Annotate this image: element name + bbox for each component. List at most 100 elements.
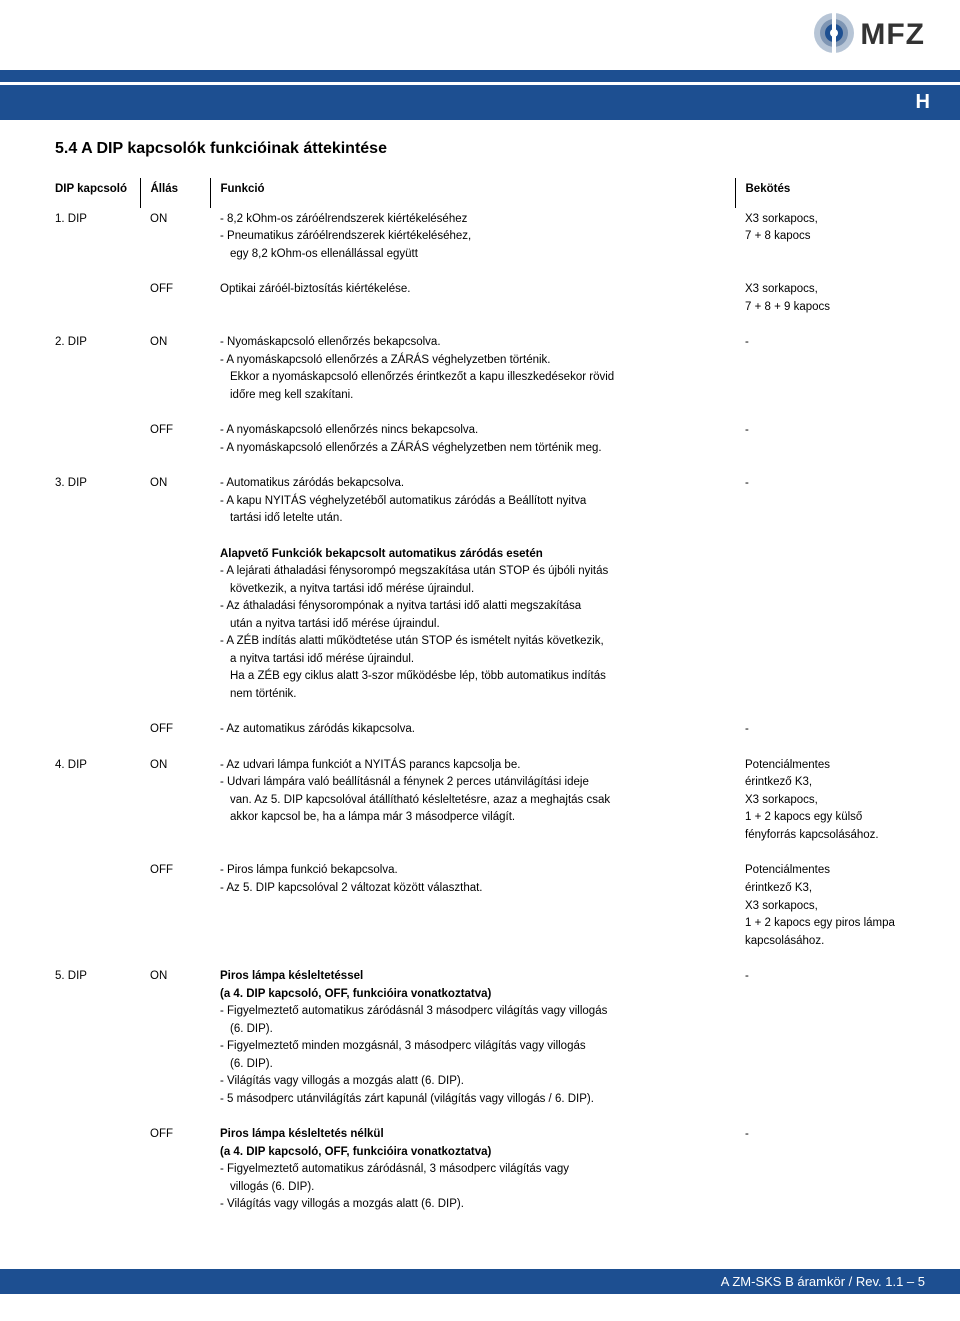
brand-logo-icon (813, 12, 855, 57)
dip-table: DIP kapcsoló Állás Funkció Bekötés 1. DI… (55, 178, 905, 1229)
funk-line: után a nyitva tartási idő mérése újraind… (220, 617, 710, 633)
brand-name: MFZ (860, 18, 925, 52)
table-row: OFF - A nyomáskapcsoló ellenőrzés nincs b… (55, 419, 905, 472)
cell-allas: ON (140, 754, 210, 860)
th-bekotes: Bekötés (735, 178, 905, 208)
cell-bekotes: X3 sorkapocs, 7 + 8 + 9 kapocs (735, 278, 905, 331)
cell-funkcio: Piros lámpa késleltetéssel (a 4. DIP kapc… (210, 965, 735, 1123)
funk-line: Optikai záróél-biztosítás kiértékelése. (220, 282, 710, 298)
table-row: 4. DIPON- Az udvari lámpa funkciót a NYI… (55, 754, 905, 860)
table-row: 3. DIPON - Automatikus záródás bekapcsolv… (55, 472, 905, 543)
funk-line: - Figyelmeztető minden mozgásnál, 3 máso… (220, 1039, 710, 1055)
cell-bekotes (735, 543, 905, 719)
cell-funkcio: - Nyomáskapcsoló ellenőrzés bekapcsolva.… (210, 331, 735, 419)
bek-line: Potenciálmentes (745, 863, 895, 879)
cell-dip (55, 718, 140, 754)
table-header-row: DIP kapcsoló Állás Funkció Bekötés (55, 178, 905, 208)
lang-bar: H (0, 85, 960, 120)
funk-line: - A lejárati áthaladási fénysorompó megs… (220, 564, 710, 580)
footer-text: A ZM-SKS B áramkör / Rev. 1.1 – 5 (721, 1274, 925, 1289)
bek-line: X3 sorkapocs, (745, 899, 895, 915)
th-allas: Állás (140, 178, 210, 208)
cell-allas: OFF (140, 859, 210, 965)
cell-dip (55, 1123, 140, 1229)
cell-dip (55, 278, 140, 331)
table-row: Alapvető Funkciók bekapcsolt automatikus… (55, 543, 905, 719)
funk-line: - Automatikus záródás bekapcsolva. (220, 476, 710, 492)
cell-bekotes: - (735, 718, 905, 754)
bek-line: - (745, 423, 895, 439)
funk-line: (a 4. DIP kapcsoló, OFF, funkcióira vona… (220, 1145, 710, 1161)
funk-line: - Az áthaladási fénysorompónak a nyitva … (220, 599, 710, 615)
funk-line: Ekkor a nyomáskapcsoló ellenőrzés érintk… (220, 370, 710, 386)
cell-bekotes: Potenciálmentes érintkező K3, X3 sorkapocs… (735, 859, 905, 965)
cell-allas: ON (140, 331, 210, 419)
funk-line: - Udvari lámpára való beállításnál a fén… (220, 775, 710, 791)
cell-allas: ON (140, 208, 210, 279)
table-row: OFF - Piros lámpa funkció bekapcsolva. - A… (55, 859, 905, 965)
funk-line: - Piros lámpa funkció bekapcsolva. (220, 863, 710, 879)
funk-line: nem történik. (220, 687, 710, 703)
bek-line: X3 sorkapocs, (745, 793, 895, 809)
bek-line: 7 + 8 + 9 kapocs (745, 300, 895, 316)
funk-line: (a 4. DIP kapcsoló, OFF, funkcióira vona… (220, 987, 710, 1003)
cell-allas: OFF (140, 419, 210, 472)
cell-dip: 5. DIP (55, 965, 140, 1123)
cell-funkcio: - Az udvari lámpa funkciót a NYITÁS para… (210, 754, 735, 860)
funk-line: - Pneumatikus záróélrendszerek kiértékel… (220, 229, 710, 245)
funk-line: - 5 másodperc utánvilágítás zárt kapunál… (220, 1092, 710, 1108)
table-row: 2. DIPON- Nyomáskapcsoló ellenőrzés beka… (55, 331, 905, 419)
funk-line: egy 8,2 kOhm-os ellenállással együtt (220, 247, 710, 263)
funk-line: Piros lámpa késleltetéssel (220, 969, 710, 985)
cell-funkcio: - Piros lámpa funkció bekapcsolva. - Az 5… (210, 859, 735, 965)
th-dip: DIP kapcsoló (55, 178, 140, 208)
cell-bekotes: - (735, 965, 905, 1123)
funk-line: tartási idő letelte után. (220, 511, 710, 527)
cell-bekotes: - (735, 331, 905, 419)
table-row: 1. DIPON- 8,2 kOhm-os záróélrendszerek k… (55, 208, 905, 279)
funk-line: - A nyomáskapcsoló ellenőrzés nincs beka… (220, 423, 710, 439)
cell-allas: OFF (140, 718, 210, 754)
cell-dip: 3. DIP (55, 472, 140, 543)
funk-line: - Az 5. DIP kapcsolóval 2 változat közöt… (220, 881, 710, 897)
table-row: OFFOptikai záróél-biztosítás kiértékelés… (55, 278, 905, 331)
cell-dip (55, 543, 140, 719)
cell-dip (55, 419, 140, 472)
table-row: OFF- Az automatikus záródás kikapcsolva.… (55, 718, 905, 754)
funk-line: - Világítás vagy villogás a mozgás alatt… (220, 1074, 710, 1090)
thin-bar (0, 70, 960, 82)
cell-allas: OFF (140, 1123, 210, 1229)
footer-bar: A ZM-SKS B áramkör / Rev. 1.1 – 5 (0, 1269, 960, 1294)
brand-logo: MFZ (813, 12, 925, 57)
funk-line: Ha a ZÉB egy ciklus alatt 3-szor működés… (220, 669, 710, 685)
bek-line: - (745, 722, 895, 738)
funk-line: - Nyomáskapcsoló ellenőrzés bekapcsolva. (220, 335, 710, 351)
bek-line: - (745, 335, 895, 351)
funk-line: - Figyelmeztető automatikus záródásnál, … (220, 1162, 710, 1178)
funk-line: a nyitva tartási idő mérése újraindul. (220, 652, 710, 668)
cell-allas (140, 543, 210, 719)
cell-funkcio: Optikai záróél-biztosítás kiértékelése. (210, 278, 735, 331)
funk-line: - 8,2 kOhm-os záróélrendszerek kiértékel… (220, 212, 710, 228)
bek-line: - (745, 1127, 895, 1143)
cell-funkcio: - A nyomáskapcsoló ellenőrzés nincs beka… (210, 419, 735, 472)
cell-dip: 4. DIP (55, 754, 140, 860)
funk-line: Alapvető Funkciók bekapcsolt automatikus… (220, 547, 710, 563)
bek-line: Potenciálmentes (745, 758, 895, 774)
th-funkcio: Funkció (210, 178, 735, 208)
bek-line: - (745, 476, 895, 492)
bek-line: 1 + 2 kapocs egy külső (745, 810, 895, 826)
page-content: 5.4 A DIP kapcsolók funkcióinak áttekint… (0, 120, 960, 1239)
bek-line: X3 sorkapocs, (745, 282, 895, 298)
table-row: OFF Piros lámpa késleltetés nélkül (a 4. D… (55, 1123, 905, 1229)
table-row: 5. DIPONPiros lámpa késleltetéssel(a 4. … (55, 965, 905, 1123)
cell-allas: ON (140, 472, 210, 543)
title-bars: H (0, 70, 960, 120)
funk-line: Piros lámpa késleltetés nélkül (220, 1127, 710, 1143)
bek-line: 7 + 8 kapocs (745, 229, 895, 245)
cell-dip: 2. DIP (55, 331, 140, 419)
funk-line: - Figyelmeztető automatikus záródásnál 3… (220, 1004, 710, 1020)
bek-line: érintkező K3, (745, 881, 895, 897)
bek-line: érintkező K3, (745, 775, 895, 791)
cell-bekotes: Potenciálmentesérintkező K3, X3 sorkapocs… (735, 754, 905, 860)
